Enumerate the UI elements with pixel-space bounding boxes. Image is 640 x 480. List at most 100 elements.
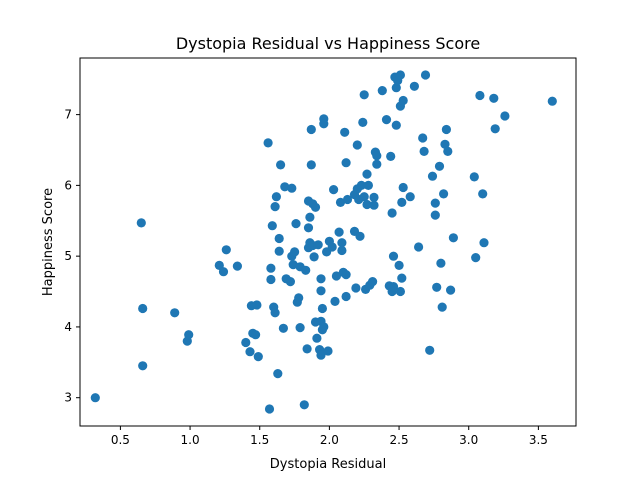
data-point — [342, 194, 353, 205]
data-point — [337, 238, 347, 248]
data-point — [359, 192, 369, 202]
y-tick-label: 7 — [64, 108, 72, 122]
data-point — [271, 192, 281, 202]
data-point — [276, 160, 286, 170]
data-point — [430, 210, 440, 220]
data-point — [500, 111, 510, 121]
data-point — [479, 238, 489, 248]
data-point — [439, 189, 449, 199]
data-point — [294, 293, 304, 303]
y-tick-label: 3 — [64, 391, 72, 405]
data-point — [316, 286, 326, 296]
data-point — [369, 200, 379, 210]
data-point — [301, 265, 311, 275]
data-point — [372, 151, 382, 161]
data-point — [274, 233, 284, 244]
data-point — [335, 197, 346, 207]
data-point — [425, 345, 435, 355]
data-point — [329, 185, 339, 195]
data-point — [443, 146, 453, 156]
data-point — [362, 169, 372, 179]
data-point — [436, 258, 446, 268]
x-tick-label: 3.0 — [459, 433, 478, 447]
data-point — [245, 347, 255, 357]
data-point — [432, 282, 442, 292]
data-point — [253, 352, 263, 362]
data-point — [362, 199, 372, 210]
chart-title: Dystopia Residual vs Happiness Score — [176, 34, 480, 53]
y-tick-label: 4 — [64, 320, 72, 334]
data-point — [363, 180, 373, 190]
data-point — [368, 277, 378, 287]
data-point — [388, 251, 399, 261]
data-point — [270, 308, 280, 318]
data-point — [330, 296, 340, 306]
data-point — [323, 346, 333, 356]
data-point — [319, 322, 329, 332]
data-point — [264, 404, 275, 414]
data-point — [391, 120, 401, 130]
data-point — [409, 81, 419, 91]
data-point — [547, 96, 557, 106]
data-point — [341, 158, 351, 168]
data-point — [295, 323, 305, 333]
data-point — [418, 133, 428, 143]
data-point — [358, 117, 368, 127]
data-point — [341, 270, 351, 280]
data-point — [395, 286, 405, 297]
data-point — [270, 202, 280, 212]
data-point — [90, 393, 100, 403]
data-point — [263, 138, 273, 148]
data-point — [340, 127, 350, 137]
data-point — [414, 242, 424, 252]
data-point — [221, 245, 231, 255]
data-point — [302, 344, 312, 354]
data-point — [312, 333, 322, 343]
data-point — [391, 83, 401, 93]
data-point — [430, 198, 440, 208]
data-point — [471, 253, 481, 263]
data-point — [490, 124, 500, 134]
data-point — [136, 218, 146, 228]
data-point — [337, 245, 347, 256]
data-point — [331, 271, 341, 281]
data-point — [397, 273, 407, 283]
data-point — [138, 361, 148, 371]
data-point — [273, 369, 283, 379]
data-point — [388, 282, 399, 292]
data-point — [267, 221, 277, 231]
y-tick-label: 5 — [64, 249, 72, 263]
plot-frame — [79, 57, 577, 427]
data-point — [306, 124, 316, 135]
data-point — [420, 70, 431, 80]
y-tick-label: 6 — [64, 178, 72, 192]
data-point — [434, 161, 445, 171]
x-axis: 0.5 1.0 1.5 2.0 2.5 3.0 3.5 — [111, 426, 548, 447]
data-point — [303, 223, 314, 233]
data-point — [299, 400, 309, 410]
data-point — [313, 240, 323, 250]
data-point — [394, 260, 404, 270]
data-point — [395, 70, 405, 80]
data-point — [310, 202, 321, 212]
data-point — [278, 323, 288, 333]
data-point — [316, 274, 326, 284]
x-tick-label: 2.5 — [390, 433, 409, 447]
x-tick-label: 0.5 — [111, 433, 130, 447]
data-point — [440, 139, 450, 149]
x-tick-label: 1.5 — [250, 433, 269, 447]
data-point — [306, 160, 316, 170]
x-tick-label: 1.0 — [181, 433, 200, 447]
data-point — [405, 192, 415, 202]
x-axis-label: Dystopia Residual — [270, 457, 386, 472]
data-point — [218, 267, 229, 277]
data-point — [369, 192, 379, 202]
data-point — [287, 183, 297, 193]
y-axis-label: Happiness Score — [41, 188, 56, 296]
data-point — [351, 283, 361, 293]
data-point — [266, 263, 276, 273]
data-point — [327, 242, 337, 252]
data-point — [170, 308, 180, 318]
data-point — [381, 115, 392, 125]
